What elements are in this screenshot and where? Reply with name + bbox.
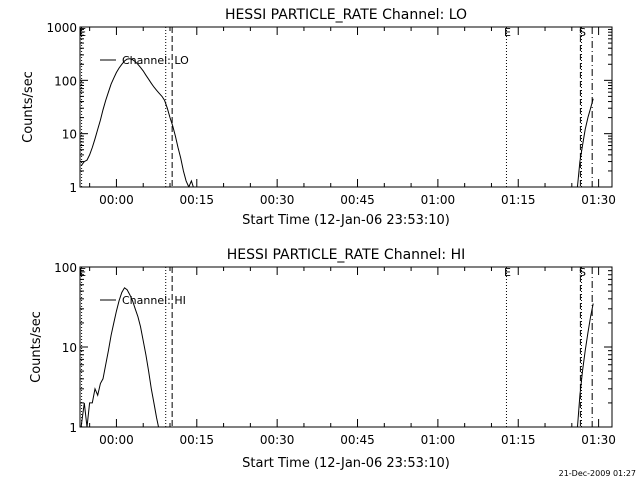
legend-label: Channel: HI xyxy=(122,294,186,307)
y-tick-label: 1000 xyxy=(46,21,77,35)
x-tick-label: 00:15 xyxy=(179,193,214,207)
x-axis-label: Start Time (12-Jan-06 23:53:10) xyxy=(242,456,450,471)
x-tick-label: 00:45 xyxy=(340,433,375,447)
event-marker-label: S xyxy=(579,266,586,279)
plot-frame xyxy=(79,266,613,428)
x-tick-label: 01:15 xyxy=(501,193,536,207)
x-axis-label: Start Time (12-Jan-06 23:53:10) xyxy=(242,213,450,228)
event-marker-label: E xyxy=(504,266,511,279)
x-tick-label: 00:30 xyxy=(260,433,295,447)
y-axis-label: Counts/sec xyxy=(21,71,36,143)
x-tick-label: 00:00 xyxy=(99,433,134,447)
x-tick-label: 00:15 xyxy=(179,433,214,447)
x-tick-label: 01:00 xyxy=(421,193,456,207)
x-tick-label: 00:30 xyxy=(260,193,295,207)
event-marker-label: E xyxy=(79,26,86,39)
y-tick-label: 10 xyxy=(62,341,77,355)
y-tick-label: 100 xyxy=(54,74,77,88)
event-marker-label: E xyxy=(504,26,511,39)
x-tick-label: 00:45 xyxy=(340,193,375,207)
x-tick-label: 00:00 xyxy=(99,193,134,207)
y-tick-label: 1 xyxy=(69,421,77,435)
y-tick-label: 100 xyxy=(54,261,77,275)
x-tick-label: 01:15 xyxy=(501,433,536,447)
footer-timestamp: 21-Dec-2009 01:27 xyxy=(559,469,636,478)
event-marker-label: S xyxy=(579,26,586,39)
series-line-segment xyxy=(80,287,160,427)
panel-channel-hi: HESSI PARTICLE_RATE Channel: HI 00:00 00:1… xyxy=(29,247,616,471)
series-line-segment xyxy=(80,58,194,187)
event-marker-label: E xyxy=(79,266,86,279)
x-tick-label: 01:30 xyxy=(581,193,616,207)
series-line-segment xyxy=(576,303,594,427)
y-tick-label: 1 xyxy=(69,181,77,195)
panel-channel-lo: HESSI PARTICLE_RATE Channel: LO 00:00 00:1… xyxy=(21,7,616,228)
y-tick-label: 10 xyxy=(62,128,77,142)
plot-frame xyxy=(79,26,613,188)
chart-title: HESSI PARTICLE_RATE Channel: LO xyxy=(225,7,467,23)
series-line-segment xyxy=(576,98,594,187)
x-tick-label: 01:30 xyxy=(581,433,616,447)
x-tick-label: 01:00 xyxy=(421,433,456,447)
chart-title: HESSI PARTICLE_RATE Channel: HI xyxy=(227,247,465,263)
legend-label: Channel: LO xyxy=(122,54,189,67)
y-axis-label: Counts/sec xyxy=(29,311,44,383)
